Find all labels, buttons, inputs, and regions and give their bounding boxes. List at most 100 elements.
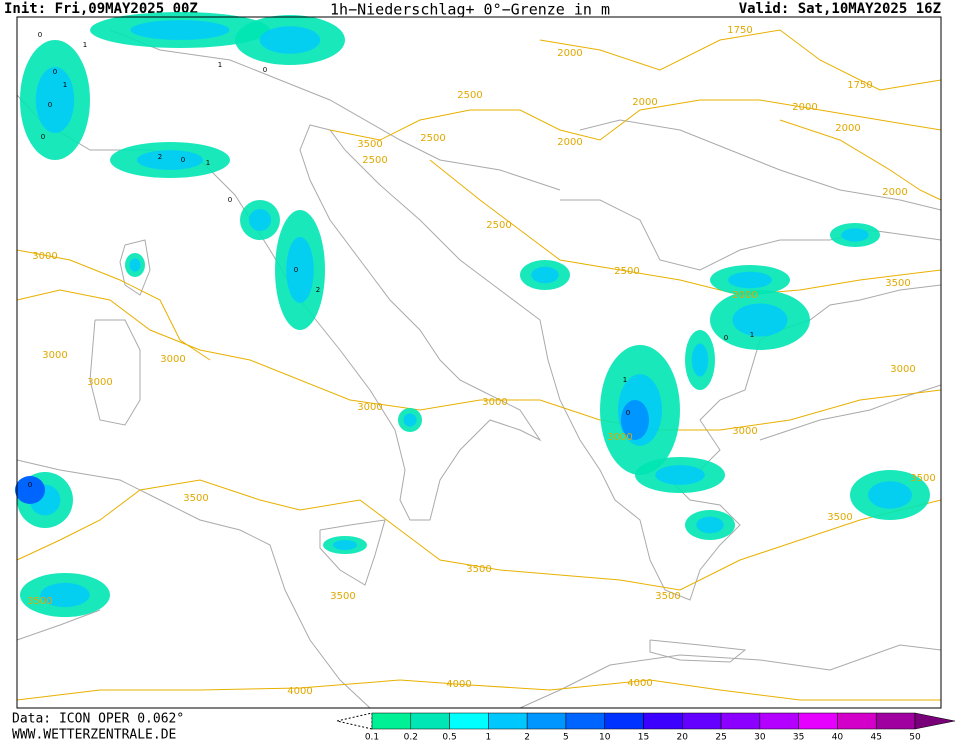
precip-core [403, 413, 417, 427]
precip-core [15, 476, 45, 504]
contour-line [429, 159, 942, 296]
legend-label: 40 [832, 733, 844, 741]
precip-core [35, 67, 75, 133]
precip-core [249, 209, 271, 231]
contour-label: 2000 [732, 290, 757, 301]
precip-label: 1 [623, 376, 627, 384]
contour-label: 3500 [183, 493, 208, 504]
legend-label: 0.1 [365, 733, 379, 741]
precip-label: 0 [724, 334, 728, 342]
precip-label: 0 [294, 266, 298, 274]
legend-box [604, 712, 644, 730]
legend-label: 30 [754, 733, 766, 741]
contour-label: 3500 [466, 564, 491, 575]
precip-core [732, 303, 788, 337]
legend-high-arrow [914, 712, 956, 730]
legend-box [488, 712, 528, 730]
precip-label: 0 [38, 31, 42, 39]
legend-box [410, 712, 450, 730]
legend-box [565, 712, 605, 730]
precip-label: 0 [28, 481, 32, 489]
coastline [89, 319, 141, 426]
precip-label: 2 [158, 153, 162, 161]
legend-label: 5 [563, 733, 569, 741]
contour-label: 2000 [835, 123, 860, 134]
precip-core [691, 343, 709, 377]
precip-core [621, 400, 649, 440]
website: WWW.WETTERZENTRALE.DE [12, 728, 176, 741]
precip-label: 0 [41, 133, 45, 141]
contour-line [16, 249, 211, 361]
contour-label: 3000 [160, 354, 185, 365]
contour-label: 4000 [287, 686, 312, 697]
coastline [16, 459, 371, 709]
contour-label: 3000 [42, 350, 67, 361]
legend-low-arrow [336, 712, 373, 730]
precip-core [129, 258, 141, 272]
contour-label: 2500 [457, 90, 482, 101]
contour-label: 2000 [557, 48, 582, 59]
coastline [579, 119, 942, 211]
contour-label: 3500 [910, 473, 935, 484]
precip-core [841, 228, 869, 242]
contour-label: 2500 [362, 155, 387, 166]
coastline [109, 29, 561, 191]
data-source: Data: ICON OPER 0.062° [12, 712, 184, 727]
contour-label: 4000 [446, 679, 471, 690]
precip-core [655, 465, 705, 485]
contour-label: 3000 [607, 432, 632, 443]
contour-label: 3500 [885, 278, 910, 289]
legend-box [798, 712, 838, 730]
precip-label: 1 [750, 331, 754, 339]
legend-box [720, 712, 761, 730]
contour-label: 3000 [482, 397, 507, 408]
contour-label: 3000 [32, 251, 57, 262]
contour-label: 3000 [732, 426, 757, 437]
precip-core [137, 150, 203, 170]
legend-label: 2 [524, 733, 530, 741]
coastline [759, 384, 942, 441]
precip-label: 1 [63, 81, 67, 89]
legend-box [837, 712, 877, 730]
precip-core [286, 237, 314, 303]
precip-label: 1 [83, 41, 87, 49]
precip-label: 1 [218, 61, 222, 69]
contour-line [16, 479, 942, 591]
contour-label: 1750 [727, 25, 752, 36]
precipitation [15, 12, 930, 617]
contour-label: 3500 [330, 591, 355, 602]
precip-core [259, 26, 321, 54]
contour-label: 3500 [27, 596, 52, 607]
contour-label: 2000 [792, 102, 817, 113]
freezing-level-contours [16, 29, 942, 701]
contour-label: 3500 [827, 512, 852, 523]
init-time: Init: Fri,09MAY2025 00Z [4, 1, 198, 17]
precip-core [130, 20, 230, 40]
coastline [319, 519, 386, 586]
coastline [519, 644, 942, 709]
legend-label: 25 [715, 733, 726, 741]
legend-label: 35 [793, 733, 804, 741]
map-frame [16, 16, 942, 709]
precip-label: 0 [53, 68, 57, 76]
contour-label: 2000 [557, 137, 582, 148]
precip-label: 0 [181, 156, 185, 164]
contour-label: 3500 [357, 139, 382, 150]
contour-label: 3000 [357, 402, 382, 413]
contour-label: 2000 [632, 97, 657, 108]
contour-label: 2500 [420, 133, 445, 144]
precip-label: 0 [228, 196, 232, 204]
precip-core [696, 516, 724, 534]
legend-label: 1 [485, 733, 491, 741]
contour-line [329, 99, 942, 141]
map-title: 1h−Niederschlag+ 0°−Grenze in m [330, 1, 610, 19]
contour-label: 2000 [882, 187, 907, 198]
legend-box [371, 712, 412, 730]
legend-box [759, 712, 799, 730]
contour-line [16, 679, 941, 701]
contour-label: 3500 [655, 591, 680, 602]
precip-label: 1 [206, 159, 210, 167]
contour-line [539, 29, 942, 91]
precip-core [728, 271, 772, 289]
